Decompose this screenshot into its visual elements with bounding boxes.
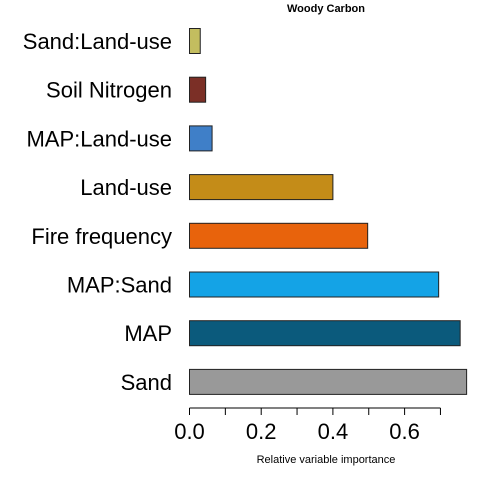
bar-map bbox=[189, 320, 461, 347]
y-tick-labels: Sand:Land-use Soil Nitrogen MAP:Land-use La… bbox=[23, 29, 172, 395]
x-axis: 0.0 0.2 0.4 0.6 bbox=[174, 407, 441, 444]
bar-land-use bbox=[189, 174, 334, 201]
x-tick-label: 0.4 bbox=[318, 419, 349, 444]
bar-sand-land-use bbox=[189, 28, 201, 54]
x-axis-label: Relative variable importance bbox=[257, 454, 396, 466]
bar-soil-nitrogen bbox=[189, 76, 207, 103]
bar-map-sand bbox=[189, 271, 440, 298]
chart-title: Woody Carbon bbox=[287, 3, 365, 15]
y-tick-label: Land-use bbox=[80, 175, 172, 200]
bars-layer bbox=[189, 28, 468, 395]
y-tick-label: MAP bbox=[124, 321, 172, 346]
x-tick-label: 0.2 bbox=[246, 419, 277, 444]
y-tick-label: MAP:Sand bbox=[67, 273, 172, 298]
bar-map-land-use bbox=[189, 125, 213, 152]
bar-sand bbox=[189, 368, 468, 395]
y-tick-label: Fire frequency bbox=[31, 224, 172, 249]
x-tick-label: 0.6 bbox=[389, 419, 420, 444]
y-tick-label: Sand bbox=[121, 370, 172, 395]
y-tick-label: Sand:Land-use bbox=[23, 29, 172, 54]
y-tick-label: MAP:Land-use bbox=[26, 126, 172, 151]
y-tick-label: Soil Nitrogen bbox=[46, 78, 172, 103]
bar-fire-frequency bbox=[189, 222, 369, 249]
x-tick-label: 0.0 bbox=[174, 419, 205, 444]
